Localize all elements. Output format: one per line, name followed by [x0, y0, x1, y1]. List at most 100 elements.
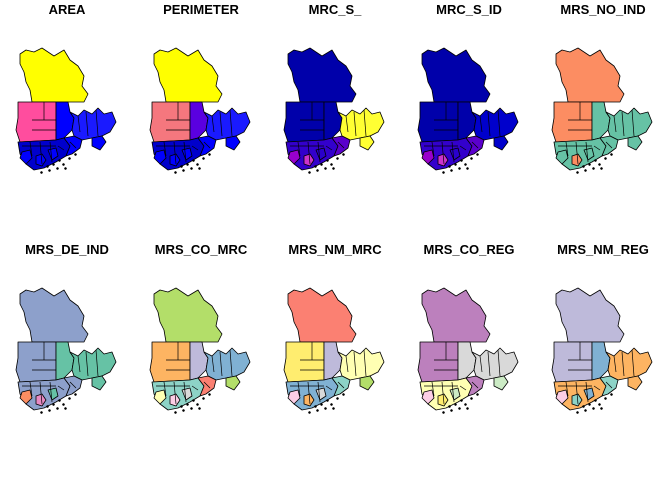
region-border	[451, 141, 455, 163]
region-center	[457, 341, 477, 381]
region-small3	[47, 147, 59, 161]
island-mark	[74, 153, 77, 156]
region-center	[591, 341, 611, 381]
panel-title: AREA	[48, 2, 86, 17]
region-border	[95, 349, 99, 377]
region-center	[323, 341, 343, 381]
island-mark	[448, 405, 451, 408]
island-mark	[592, 167, 595, 170]
island-mark	[442, 411, 445, 414]
panel-title: MRS_CO_REG	[423, 242, 515, 257]
region-border	[459, 385, 467, 391]
region-west	[283, 341, 325, 383]
region-border	[29, 141, 33, 157]
island-mark	[326, 399, 329, 402]
island-mark	[454, 403, 457, 406]
region-border	[29, 381, 33, 397]
region-border	[49, 141, 53, 163]
region-border	[57, 145, 65, 151]
island-mark	[324, 167, 327, 170]
island-mark	[190, 407, 193, 410]
map-panel: PERIMETER	[134, 0, 268, 240]
island-mark	[464, 403, 467, 406]
region-border	[353, 111, 357, 137]
island-mark	[196, 403, 199, 406]
region-border	[49, 381, 53, 403]
region-north	[287, 287, 357, 343]
region-center	[189, 101, 209, 141]
region-small3	[449, 387, 461, 401]
region-small3	[449, 147, 461, 161]
island-mark	[314, 165, 317, 168]
region-border	[325, 385, 333, 391]
island-mark	[202, 397, 205, 400]
region-north	[19, 287, 89, 343]
region-border	[479, 355, 483, 373]
island-mark	[180, 165, 183, 168]
region-small1	[19, 149, 33, 165]
panel-title: MRS_NM_REG	[557, 242, 649, 257]
region-small3	[315, 147, 327, 161]
region-north	[555, 287, 625, 343]
region-east	[203, 107, 251, 141]
region-border	[211, 355, 215, 373]
region-border	[95, 109, 99, 137]
region-border	[77, 115, 81, 133]
region-north	[19, 47, 89, 103]
map-panel: MRS_NM_REG	[536, 240, 670, 480]
choropleth-map	[551, 47, 653, 174]
island-mark	[68, 397, 71, 400]
map-panel: MRC_S_ID	[402, 0, 536, 240]
region-small1	[287, 389, 301, 405]
region-border	[77, 355, 81, 373]
island-mark	[610, 153, 613, 156]
region-tail	[599, 135, 619, 157]
panel-title: MRS_CO_MRC	[154, 242, 248, 257]
region-border	[471, 381, 479, 389]
island-mark	[582, 405, 585, 408]
island-mark	[180, 405, 183, 408]
region-border	[297, 141, 301, 157]
island-mark	[598, 163, 601, 166]
island-mark	[68, 157, 71, 160]
region-border	[363, 349, 367, 377]
island-mark	[450, 169, 453, 172]
region-border	[317, 141, 321, 163]
island-mark	[582, 165, 585, 168]
region-center	[323, 101, 343, 141]
region-border	[297, 381, 301, 397]
island-mark	[74, 393, 77, 396]
region-west	[149, 341, 191, 383]
region-border	[69, 381, 77, 389]
region-tail	[197, 135, 217, 157]
island-mark	[308, 171, 311, 174]
island-mark	[64, 167, 67, 170]
region-border	[85, 351, 89, 377]
island-mark	[600, 407, 603, 410]
island-mark	[52, 403, 55, 406]
region-north	[421, 47, 491, 103]
panel-title: PERIMETER	[163, 2, 239, 17]
region-west	[417, 341, 459, 383]
region-small1	[421, 389, 435, 405]
region-border	[605, 141, 613, 149]
region-southeast	[91, 135, 107, 151]
region-tail	[331, 375, 351, 397]
island-mark	[326, 159, 329, 162]
island-mark	[458, 167, 461, 170]
island-mark	[174, 411, 177, 414]
island-mark	[56, 407, 59, 410]
island-mark	[336, 157, 339, 160]
region-small1	[555, 149, 569, 165]
region-southeast	[493, 375, 509, 391]
region-border	[345, 115, 349, 133]
island-mark	[46, 165, 49, 168]
island-mark	[600, 167, 603, 170]
region-border	[621, 351, 625, 377]
region-border	[479, 115, 483, 133]
region-southeast	[91, 375, 107, 391]
choropleth-map	[417, 47, 519, 174]
choropleth-map	[283, 47, 385, 174]
island-mark	[450, 409, 453, 412]
